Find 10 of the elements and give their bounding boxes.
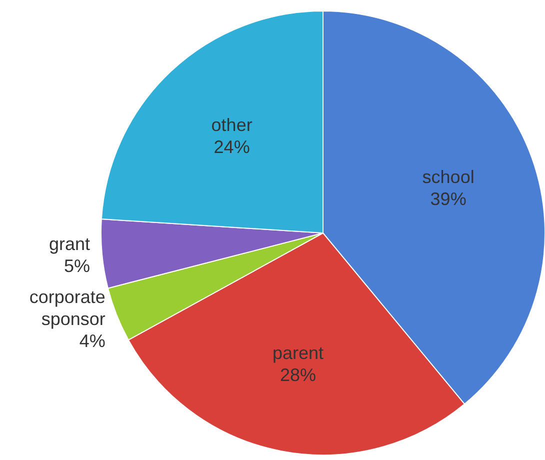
slice-label: parent (272, 342, 324, 363)
slice-label: school (422, 166, 474, 187)
slice-label: corporate sponsor (29, 287, 106, 330)
data-label: 5% (64, 256, 90, 276)
data-label: 4% (79, 331, 106, 352)
slice-label: grant (49, 234, 90, 254)
slice-label: other (211, 114, 252, 135)
data-label: 24% (214, 136, 250, 157)
data-label: 28% (280, 364, 316, 385)
data-label: 39% (430, 188, 466, 209)
